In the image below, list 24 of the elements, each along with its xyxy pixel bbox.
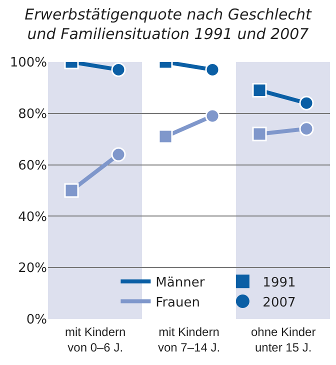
point	[111, 147, 126, 162]
legend-label: Männer	[156, 275, 206, 290]
point	[299, 122, 314, 136]
y-tick-label: 100%	[10, 56, 47, 71]
point	[205, 108, 220, 124]
y-tick-label: 0%	[26, 312, 47, 328]
point	[252, 126, 267, 142]
point	[252, 83, 267, 98]
y-tick-label: 60%	[18, 158, 47, 174]
text: ohne Kinder unter 15 J.	[251, 325, 316, 355]
y-tick-label: 20%	[18, 261, 47, 276]
chart-title: Erwerbstätigenquote nach Geschlecht und Familiensituation 1991 und 2007	[24, 6, 313, 43]
point	[64, 183, 79, 198]
y-tick-label: 80%	[18, 106, 47, 122]
point	[205, 62, 220, 77]
text: mit Kindern von 0–6 J.	[65, 325, 126, 355]
legend-label: 1991	[262, 275, 296, 290]
text: mit Kindern von 7–14 J.	[158, 325, 220, 355]
legend-label: Frauen	[156, 295, 200, 310]
y-tick-label: 40%	[18, 210, 47, 225]
point	[299, 96, 314, 110]
point	[111, 62, 126, 77]
legend-label: 2007	[262, 295, 296, 310]
point	[158, 129, 173, 144]
